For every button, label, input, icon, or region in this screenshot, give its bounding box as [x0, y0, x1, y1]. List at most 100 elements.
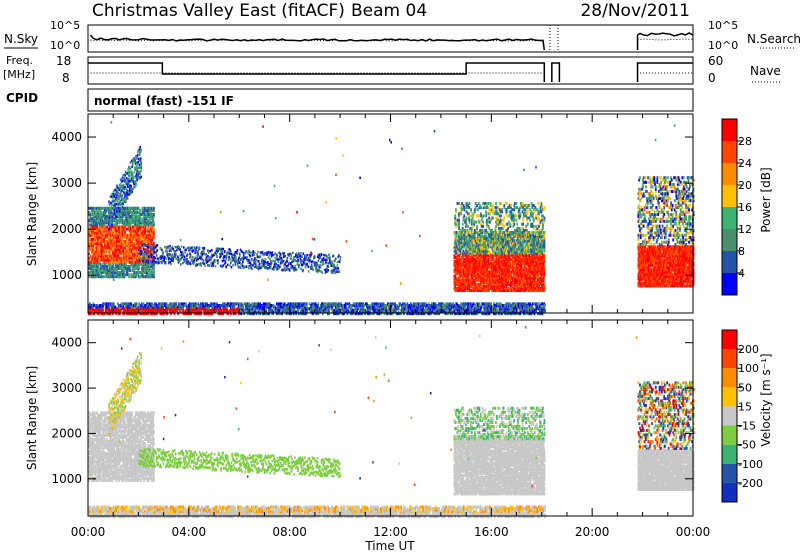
data-cell [108, 304, 111, 307]
data-cell [186, 253, 189, 256]
data-cell [262, 253, 264, 256]
data-cell [180, 307, 183, 311]
data-cell [140, 164, 142, 167]
data-cell [277, 302, 280, 306]
data-cell [245, 307, 248, 311]
data-cell [185, 248, 187, 251]
data-cell [250, 251, 252, 255]
data-cell [317, 302, 320, 306]
data-cell [133, 157, 136, 160]
data-cell [206, 305, 208, 309]
data-cell [212, 264, 215, 268]
data-cell [128, 174, 130, 178]
freq-tick-bottom: 8 [62, 71, 70, 85]
data-cell [189, 262, 192, 266]
data-cell [415, 302, 418, 306]
data-cell [319, 256, 321, 260]
data-cell [222, 312, 224, 316]
data-cell [242, 308, 245, 312]
data-cell [264, 258, 267, 261]
data-cell [204, 308, 207, 312]
freq-panel: Freq. [MHz] 18 8 60 0 Nave [3, 54, 781, 85]
data-cell [103, 312, 106, 316]
data-cell [176, 308, 178, 312]
data-cell [319, 266, 322, 269]
freq-label-2: [MHz] [3, 68, 35, 81]
data-cell [153, 221, 155, 225]
data-cell [252, 250, 255, 253]
data-cell [212, 261, 215, 265]
data-cell [222, 305, 224, 309]
data-cell [175, 305, 178, 309]
data-cell [161, 259, 164, 263]
data-cell [174, 253, 176, 256]
data-cell [316, 267, 318, 270]
noise-right-tick-bottom: 10^0 [708, 39, 738, 52]
data-cell [236, 249, 239, 252]
data-cell [162, 305, 164, 309]
data-cell [321, 263, 323, 266]
data-cell [209, 250, 212, 253]
data-cell [181, 304, 184, 307]
data-cell [131, 173, 134, 177]
data-cell [251, 254, 254, 257]
data-cell [203, 247, 206, 250]
data-cell [162, 308, 164, 312]
data-cell [149, 260, 151, 263]
freq-tick-top: 18 [56, 54, 71, 68]
data-cell [167, 259, 170, 262]
data-cell [329, 256, 331, 259]
data-cell [91, 305, 94, 309]
data-cell [126, 197, 129, 200]
data-cell [517, 302, 520, 306]
data-cell [188, 246, 190, 249]
data-cell [269, 308, 272, 312]
data-cell [149, 305, 152, 309]
data-cell [208, 305, 210, 309]
data-cell [140, 312, 143, 316]
data-cell [141, 308, 144, 312]
data-cell [223, 308, 225, 312]
data-cell [220, 308, 223, 312]
data-cell [250, 263, 252, 266]
data-cell [478, 302, 480, 306]
data-cell [129, 269, 132, 272]
data-cell [208, 310, 210, 314]
data-cell [93, 304, 96, 307]
data-cell [131, 171, 134, 174]
data-cell [114, 204, 116, 207]
data-cell [470, 308, 473, 312]
data-cell [178, 246, 181, 249]
data-cell [109, 312, 111, 316]
data-cell [106, 305, 109, 309]
data-cell [163, 312, 165, 316]
data-cell [147, 246, 150, 249]
data-cell [135, 173, 138, 176]
data-cell [143, 257, 145, 260]
data-cell [153, 310, 156, 314]
data-cell [283, 266, 286, 269]
data-cell [182, 308, 185, 312]
data-cell [197, 307, 200, 311]
data-cell [117, 191, 120, 195]
data-cell [149, 243, 151, 247]
data-cell [248, 265, 250, 268]
data-cell [183, 302, 186, 306]
data-cell [219, 312, 222, 316]
data-cell [299, 257, 302, 260]
data-cell [128, 305, 131, 309]
data-cell [175, 257, 178, 261]
data-cell [327, 265, 330, 268]
data-cell [193, 305, 196, 309]
data-cell [227, 258, 230, 262]
data-cell [523, 302, 525, 306]
data-cell [175, 304, 178, 307]
data-cell [377, 302, 380, 306]
data-cell [138, 302, 141, 306]
data-cell [385, 304, 388, 307]
data-cell [115, 202, 118, 206]
data-cell [133, 304, 135, 307]
data-cell [301, 255, 303, 258]
data-cell [254, 251, 256, 255]
data-cell [147, 312, 149, 316]
